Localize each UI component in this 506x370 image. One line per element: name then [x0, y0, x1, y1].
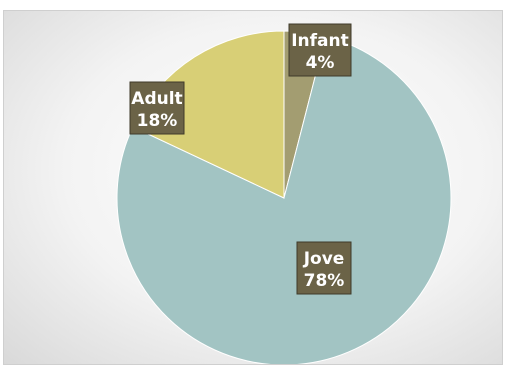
data-label-category: Infant: [291, 31, 349, 51]
data-label-box: [129, 81, 185, 135]
chart-area: Infant 4% Jove 78% Adult 18%: [3, 10, 503, 365]
data-label-box: [296, 241, 352, 295]
data-label-value: 18%: [137, 111, 178, 131]
pie-slice-jove: [116, 35, 452, 364]
data-label-value: 4%: [306, 53, 335, 73]
data-label-box: [288, 23, 352, 77]
data-label-category: Jove: [303, 249, 345, 269]
data-label-value: 78%: [304, 271, 345, 291]
pie-slices: [116, 30, 452, 364]
data-label-category: Adult: [131, 89, 182, 109]
